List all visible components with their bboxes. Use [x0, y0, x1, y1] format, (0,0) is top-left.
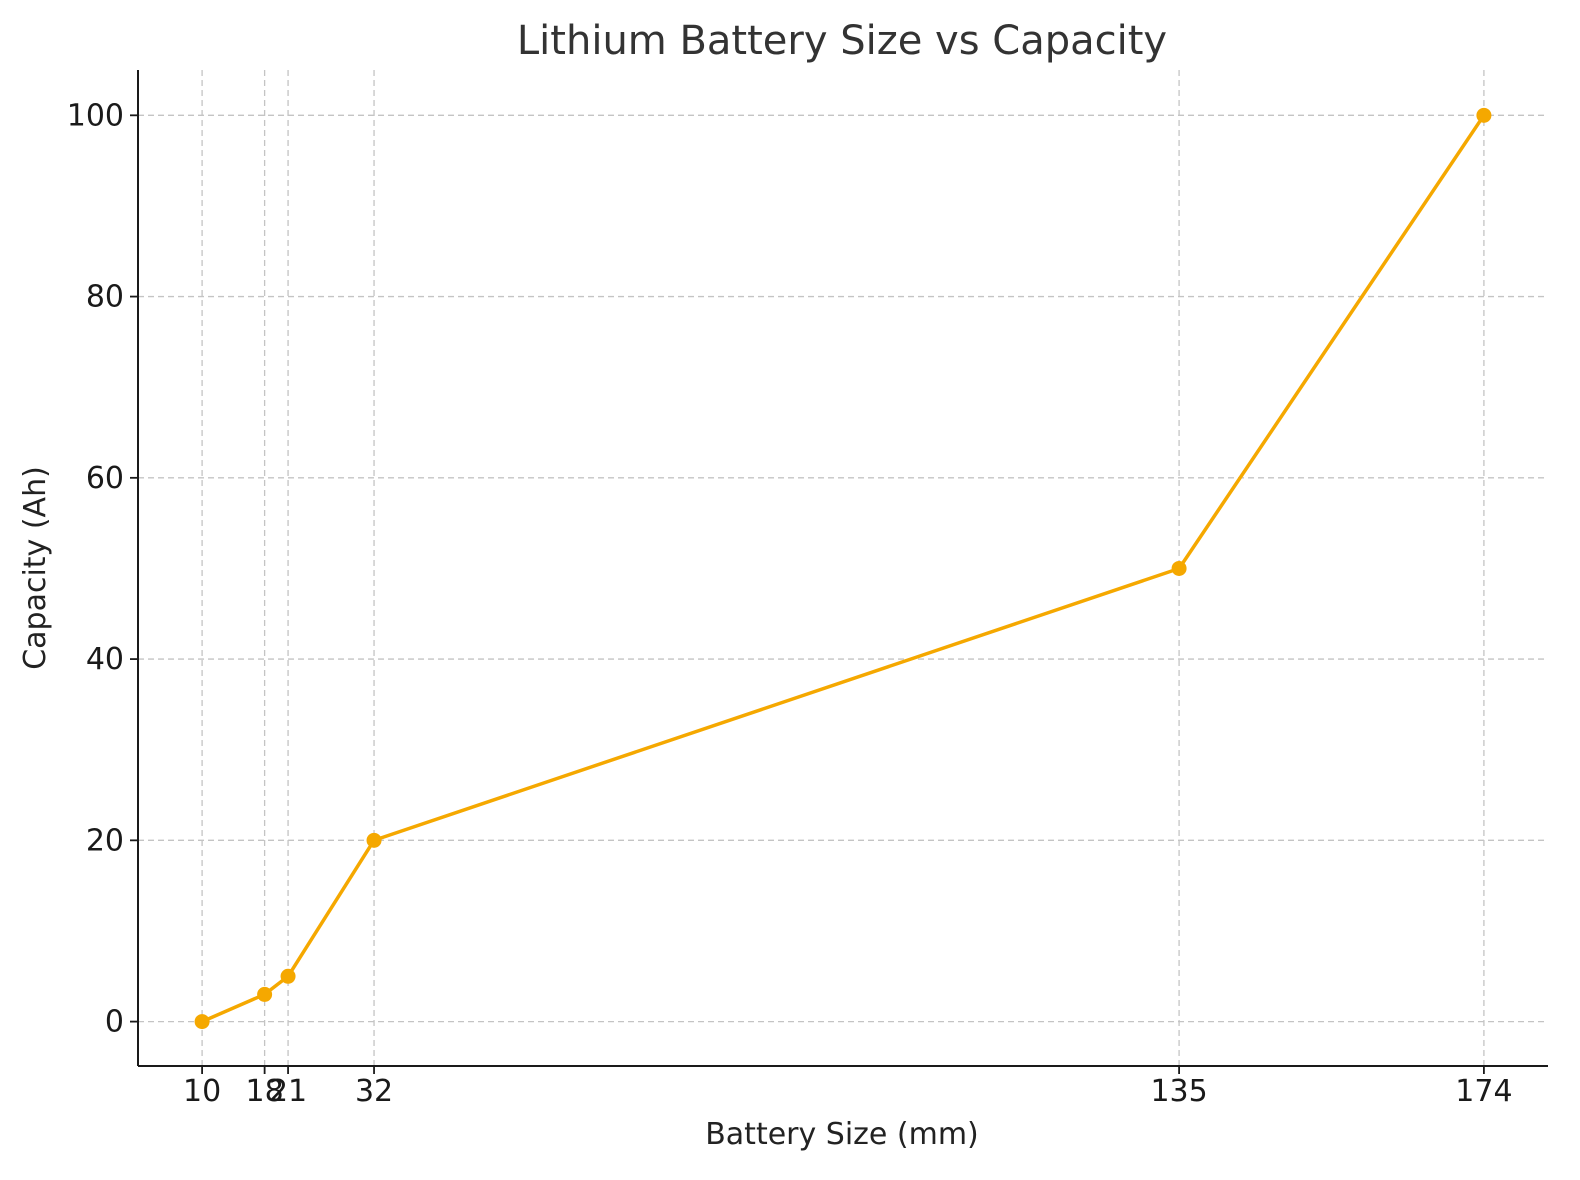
chart-title: Lithium Battery Size vs Capacity [517, 18, 1167, 64]
series [194, 107, 1492, 1030]
series-line [200, 113, 1486, 1024]
x-tick-label: 10 [183, 1074, 221, 1109]
data-point [366, 832, 382, 848]
y-tick-label: 20 [86, 823, 124, 858]
data-point [194, 1014, 210, 1030]
x-tick-label: 32 [355, 1074, 393, 1109]
x-tick-label: 174 [1455, 1074, 1512, 1109]
x-tick-label: 21 [269, 1074, 307, 1109]
x-tick-label: 135 [1150, 1074, 1207, 1109]
y-tick-label: 40 [86, 642, 124, 677]
grid [138, 70, 1548, 1066]
y-tick-label: 80 [86, 280, 124, 315]
y-tick-label: 0 [105, 1005, 124, 1040]
y-axis-label: Capacity (Ah) [18, 466, 53, 670]
data-point [280, 968, 296, 984]
x-tick-label: 18 [246, 1074, 284, 1109]
data-point [1171, 560, 1187, 576]
data-point [1476, 107, 1492, 123]
y-tick-label: 60 [86, 461, 124, 496]
y-tick-label: 100 [67, 98, 124, 133]
data-point [257, 986, 273, 1002]
x-axis-label: Battery Size (mm) [705, 1117, 979, 1152]
axes [137, 70, 1548, 1067]
